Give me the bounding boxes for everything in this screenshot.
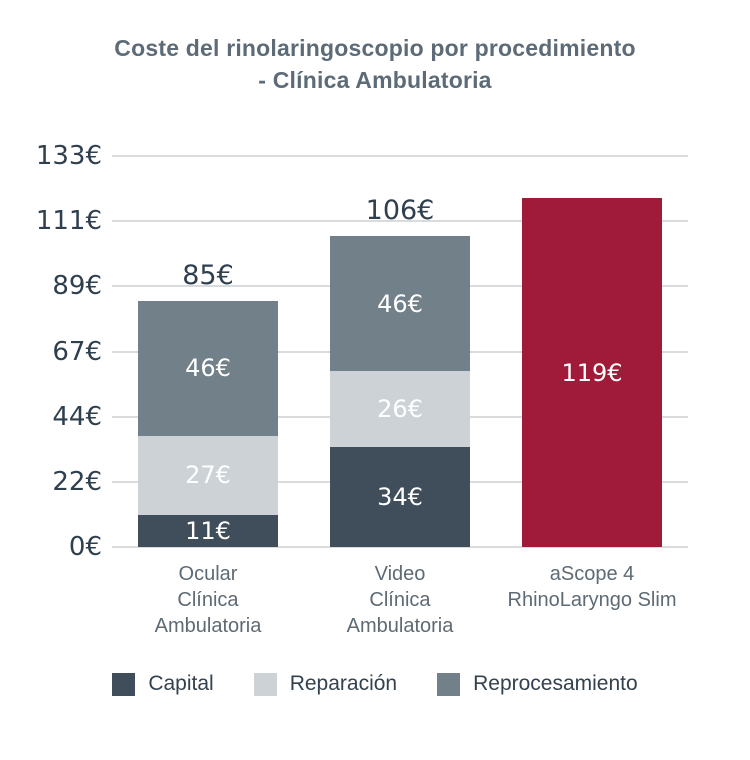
legend-item-reparacion: Reparación xyxy=(253,672,398,696)
y-axis-tick-label: 111€ xyxy=(35,206,102,237)
legend: Capital Reparación Reprocesamiento xyxy=(0,672,750,696)
legend-label-reprocesamiento: Reprocesamiento xyxy=(473,672,638,695)
legend-item-capital: Capital xyxy=(112,672,214,696)
x-axis-category-label-line: Ambulatoria xyxy=(154,615,262,637)
bar-segment: 46€ xyxy=(138,300,278,436)
y-axis-tick-label: 89€ xyxy=(52,271,102,302)
y-axis-tick-label: 67€ xyxy=(52,336,102,367)
bar-segment: 119€ xyxy=(522,198,662,547)
y-axis-tick-label: 44€ xyxy=(52,401,102,432)
legend-swatch-reprocesamiento xyxy=(437,672,461,696)
gridline xyxy=(112,546,688,548)
legend-swatch-capital xyxy=(112,672,136,696)
x-axis-category-label-line: RhinoLaryngo Slim xyxy=(507,589,677,611)
legend-label-capital: Capital xyxy=(148,672,214,695)
bar-segment: 27€ xyxy=(138,435,278,515)
bar-segment-value-label: 46€ xyxy=(185,354,231,383)
x-axis-category-label-line: aScope 4 xyxy=(549,563,635,585)
y-axis-tick-label: 0€ xyxy=(68,532,102,562)
gridline xyxy=(112,220,688,223)
bar-segment-value-label: 27€ xyxy=(185,461,231,490)
x-axis-category-label: Ocular Clínica Ambulatoria xyxy=(78,561,338,639)
bar-segment: 11€ xyxy=(138,514,278,547)
x-axis-category-label: Video Clínica Ambulatoria xyxy=(270,561,530,639)
gridline xyxy=(112,155,688,157)
y-axis-tick-label: 22€ xyxy=(52,466,102,497)
bar-segment: 46€ xyxy=(330,236,470,372)
x-axis-category-label-line: Video xyxy=(374,563,426,585)
y-axis-tick-label: 133€ xyxy=(35,141,102,171)
bar-segment-value-label: 46€ xyxy=(377,289,423,318)
chart-title: Coste del rinolaringoscopio por procedim… xyxy=(0,32,750,96)
bar-segment: 26€ xyxy=(330,371,470,448)
bar-segment: 34€ xyxy=(330,447,470,547)
legend-label-reparacion: Reparación xyxy=(289,672,398,695)
x-axis-category-label-line: Ambulatoria xyxy=(346,615,454,637)
bar-segment-value-label: 11€ xyxy=(185,516,231,545)
chart-title-line2: - Clínica Ambulatoria xyxy=(258,67,492,93)
x-axis-category-label-line: Ocular xyxy=(178,563,238,585)
chart-title-line1: Coste del rinolaringoscopio por procedim… xyxy=(114,35,636,61)
x-axis-category-label-line: Clínica xyxy=(177,589,239,611)
x-axis-category-label: aScope 4 RhinoLaryngo Slim xyxy=(462,561,722,613)
bar-segment-value-label: 119€ xyxy=(561,358,623,387)
bar-total-label: 85€ xyxy=(182,259,234,291)
bar-segment-value-label: 34€ xyxy=(377,483,423,512)
legend-swatch-reparacion xyxy=(253,672,277,696)
bar-segment-value-label: 26€ xyxy=(377,395,423,424)
bar-total-label: 106€ xyxy=(365,195,435,227)
legend-item-reprocesamiento: Reprocesamiento xyxy=(437,672,638,696)
x-axis-category-label-line: Clínica xyxy=(369,589,431,611)
